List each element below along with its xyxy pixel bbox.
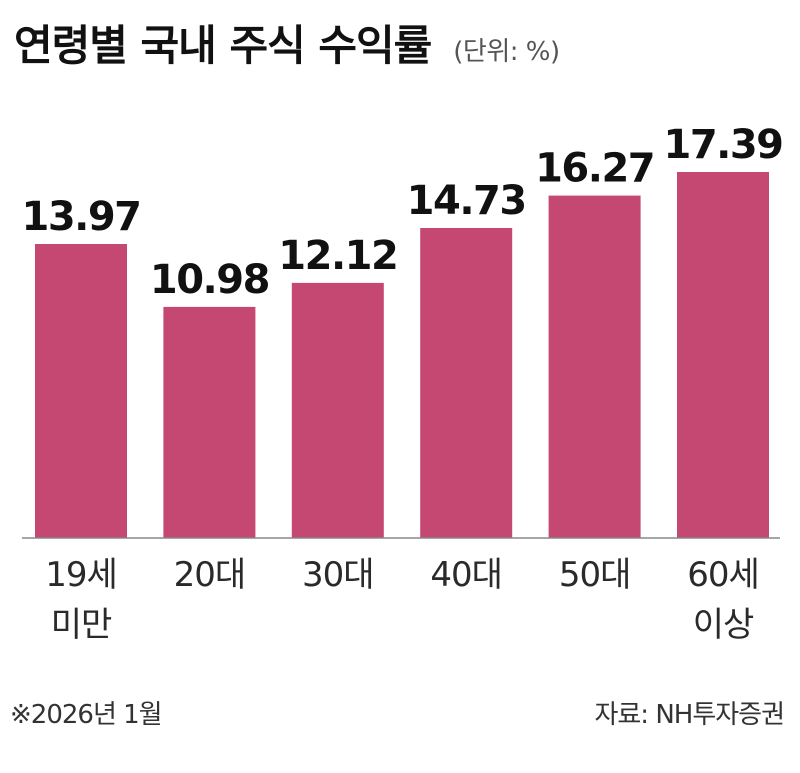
category-label-4-line-1: 40대: [430, 555, 502, 595]
bar-4: [420, 228, 513, 538]
footnote: ※2026년 1월: [10, 700, 163, 730]
bar-3: [291, 282, 384, 538]
bar-value-label-6: 17.39: [663, 122, 782, 168]
category-label-5-line-1: 50대: [559, 555, 631, 595]
bar-value-label-4: 14.73: [407, 178, 526, 224]
chart-header: 연령별 국내 주식 수익률 (단위: %): [14, 12, 560, 76]
bar-6: [677, 172, 769, 538]
bar-2: [163, 306, 256, 538]
chart-title: 연령별 국내 주식 수익률: [14, 21, 432, 70]
bar-1: [35, 244, 127, 538]
bar-value-label-5: 16.27: [535, 146, 654, 192]
category-label-6-line-1: 60세: [687, 555, 759, 595]
category-label-6-line-2: 이상: [693, 605, 754, 645]
bar-value-label-3: 12.12: [278, 233, 397, 279]
bar-5: [548, 195, 641, 538]
category-label-1-line-1: 19세: [45, 555, 117, 595]
bar-value-label-2: 10.98: [150, 257, 269, 303]
category-label-3-line-1: 30대: [302, 555, 374, 595]
bar-value-label-1: 13.97: [21, 194, 140, 240]
category-label-1-line-2: 미만: [51, 605, 112, 645]
category-label-2-line-1: 20대: [174, 555, 246, 595]
unit-label: (단위: %): [453, 37, 560, 67]
source-credit: 자료: NH투자증권: [594, 700, 785, 730]
